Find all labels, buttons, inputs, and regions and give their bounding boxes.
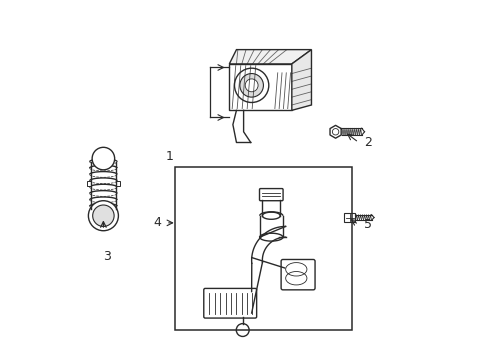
Text: 2: 2	[363, 136, 371, 149]
Circle shape	[244, 79, 258, 92]
Circle shape	[93, 205, 114, 226]
Bar	[175, 167, 351, 330]
Polygon shape	[291, 50, 311, 111]
Circle shape	[332, 129, 338, 135]
Circle shape	[234, 68, 268, 103]
Circle shape	[236, 324, 248, 337]
Polygon shape	[229, 64, 291, 111]
Circle shape	[92, 147, 114, 170]
FancyBboxPatch shape	[259, 189, 283, 201]
Text: 3: 3	[103, 250, 111, 263]
Polygon shape	[229, 50, 311, 64]
Text: 4: 4	[153, 216, 161, 229]
Text: 5: 5	[363, 218, 371, 231]
Circle shape	[88, 201, 118, 231]
Bar	[86, 181, 91, 186]
FancyBboxPatch shape	[203, 288, 256, 318]
Text: 1: 1	[165, 150, 173, 163]
FancyBboxPatch shape	[281, 260, 314, 290]
Bar	[344, 213, 355, 222]
Polygon shape	[329, 125, 341, 138]
Bar	[116, 181, 120, 186]
Circle shape	[240, 73, 263, 97]
